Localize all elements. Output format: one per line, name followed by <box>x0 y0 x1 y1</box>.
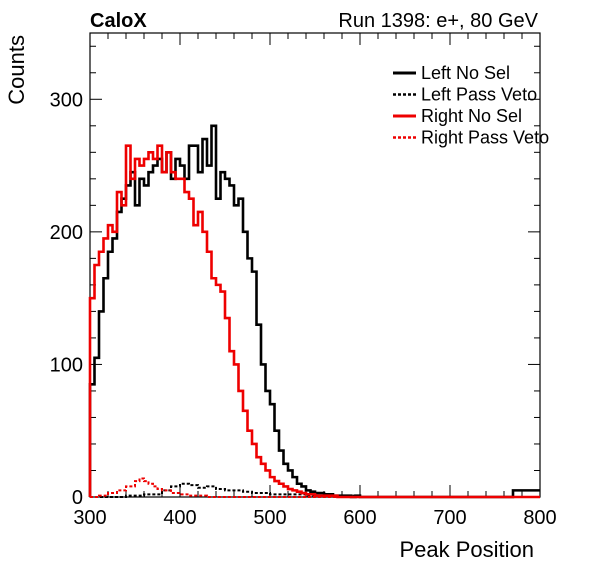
y-axis-title: Counts <box>4 35 29 105</box>
x-tick-label: 400 <box>163 507 196 529</box>
series-line-4 <box>90 477 540 498</box>
x-tick-label: 500 <box>253 507 286 529</box>
legend-label: Left Pass Veto <box>421 85 537 105</box>
x-tick-label: 700 <box>433 507 466 529</box>
x-tick-label: 300 <box>73 507 106 529</box>
x-axis-title: Peak Position <box>399 537 534 562</box>
y-tick-label: 300 <box>50 89 83 111</box>
y-tick-label: 200 <box>50 222 83 244</box>
x-tick-label: 800 <box>523 507 556 529</box>
legend-label: Right No Sel <box>421 106 522 126</box>
y-tick-label: 0 <box>72 487 83 509</box>
y-tick-label: 100 <box>50 354 83 376</box>
series-line-3 <box>88 144 540 499</box>
x-tick-label: 600 <box>343 507 376 529</box>
legend-label: Left No Sel <box>421 63 510 83</box>
axis-ticks: 300 400 500 600 700 800 0 100 200 300 <box>50 33 557 529</box>
series-line-1 <box>88 124 540 499</box>
series-group <box>88 124 540 499</box>
legend-label: Right Pass Veto <box>421 128 549 148</box>
header-left: CaloX <box>90 10 147 32</box>
header-right: Run 1398: e+, 80 GeV <box>338 10 538 32</box>
